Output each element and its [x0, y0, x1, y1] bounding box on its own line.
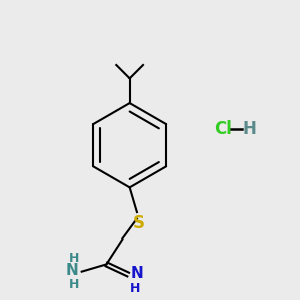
Text: S: S	[132, 214, 144, 232]
Text: H: H	[69, 252, 80, 265]
Text: N: N	[130, 266, 143, 281]
Text: Cl: Cl	[214, 120, 232, 138]
Text: H: H	[242, 120, 256, 138]
Text: H: H	[130, 282, 141, 295]
Text: H: H	[69, 278, 80, 291]
Text: N: N	[66, 263, 79, 278]
